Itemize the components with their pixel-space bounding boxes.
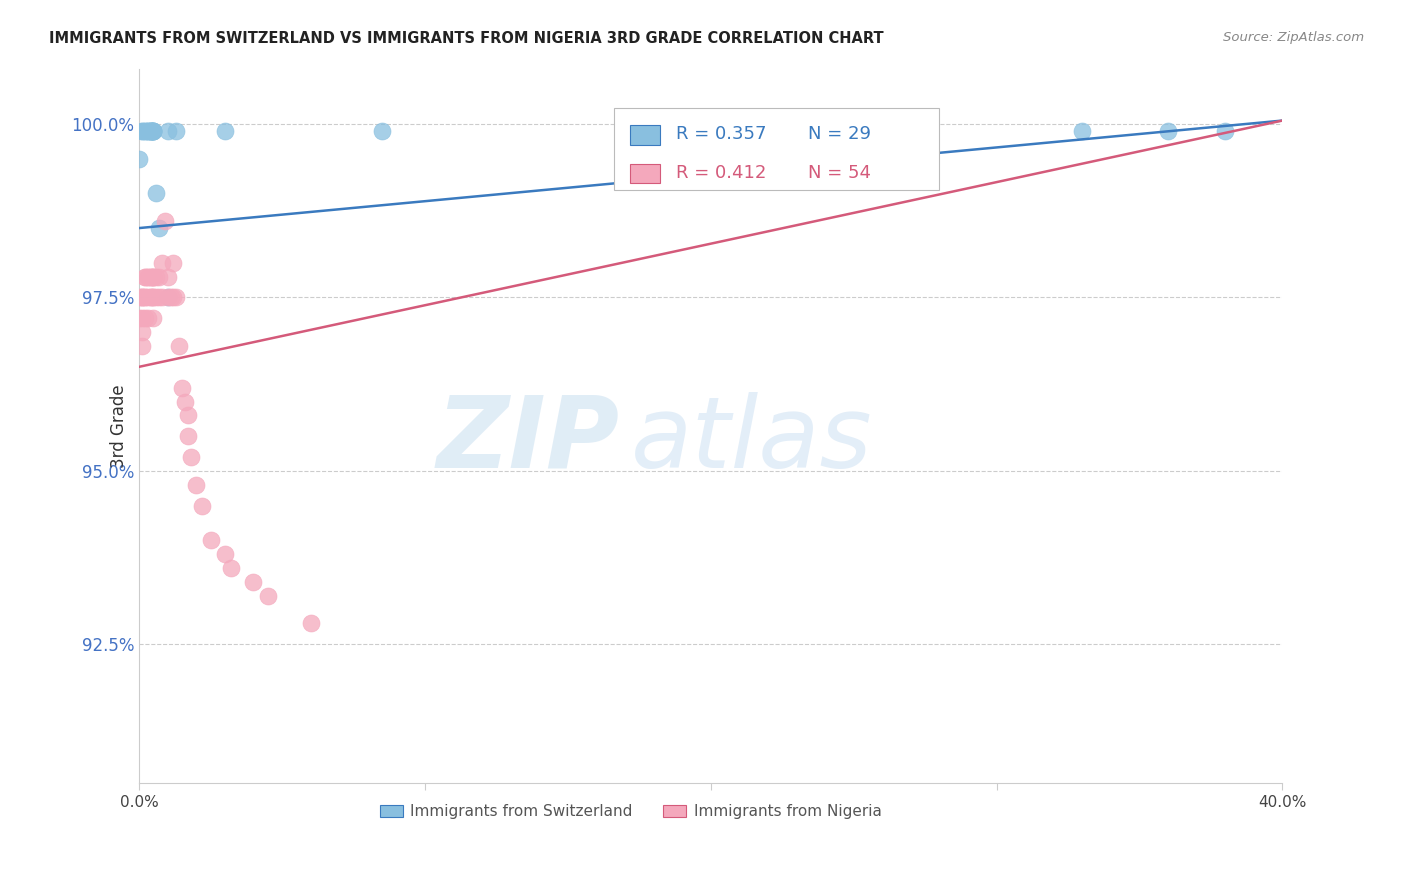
Point [176,409,198,423]
Point [148,269,170,284]
Point [700,124,723,138]
Point [219,561,242,575]
Text: ZIP: ZIP [436,392,619,489]
Point [150,290,173,304]
Text: R = 0.357: R = 0.357 [676,125,768,144]
Point [131,290,153,304]
Point [159,290,181,304]
Point [256,589,278,603]
Point [131,311,153,326]
Point [142,269,165,284]
Point [167,339,190,353]
Point [142,124,165,138]
Point [299,616,322,631]
Point [136,269,159,284]
FancyBboxPatch shape [630,125,661,145]
Point [148,290,170,304]
Point [1213,124,1236,138]
Point [139,269,162,284]
Point [142,269,165,284]
Point [142,124,165,138]
Point [176,429,198,443]
Point [142,311,165,326]
Point [139,124,162,138]
Point [134,290,156,304]
Point [134,290,156,304]
Point [134,124,156,138]
Point [131,339,153,353]
Point [180,450,202,464]
Point [165,124,187,138]
FancyBboxPatch shape [613,108,939,190]
Y-axis label: 3rd Grade: 3rd Grade [110,384,128,467]
Point [139,124,162,138]
Point [191,499,214,513]
Point [139,124,162,138]
Point [131,124,153,138]
Text: N = 29: N = 29 [808,125,870,144]
Point [170,381,193,395]
Point [134,269,156,284]
Point [136,311,159,326]
Point [214,547,236,561]
Point [145,290,167,304]
Point [156,124,179,138]
Point [134,124,156,138]
Point [139,124,162,138]
Point [128,311,150,326]
Point [136,290,159,304]
Point [142,124,165,138]
Point [131,124,153,138]
Point [142,269,165,284]
Point [131,325,153,339]
Point [165,290,187,304]
Point [1157,124,1180,138]
Point [162,290,184,304]
Point [142,290,165,304]
Point [139,269,162,284]
Point [136,124,159,138]
Point [134,269,156,284]
Point [200,533,222,548]
Point [139,290,162,304]
Point [156,290,179,304]
Point [214,124,236,138]
Point [145,186,167,201]
Point [142,290,165,304]
Point [150,256,173,270]
Point [1071,124,1094,138]
Legend: Immigrants from Switzerland, Immigrants from Nigeria: Immigrants from Switzerland, Immigrants … [374,798,887,825]
Point [153,214,176,228]
Point [142,124,165,138]
Point [136,124,159,138]
FancyBboxPatch shape [630,164,661,183]
Point [156,269,179,284]
Point [139,124,162,138]
Text: Source: ZipAtlas.com: Source: ZipAtlas.com [1223,31,1364,45]
Point [131,290,153,304]
Point [242,574,264,589]
Text: IMMIGRANTS FROM SWITZERLAND VS IMMIGRANTS FROM NIGERIA 3RD GRADE CORRELATION CHA: IMMIGRANTS FROM SWITZERLAND VS IMMIGRANT… [49,31,884,46]
Point [139,290,162,304]
Point [142,124,165,138]
Point [186,477,208,491]
Text: atlas: atlas [631,392,872,489]
Point [128,152,150,166]
Point [145,269,167,284]
Text: N = 54: N = 54 [808,164,870,182]
Point [162,256,184,270]
Point [128,290,150,304]
Point [173,394,195,409]
Point [134,311,156,326]
Point [371,124,394,138]
Point [148,221,170,235]
Point [136,269,159,284]
Text: R = 0.412: R = 0.412 [676,164,766,182]
Point [136,124,159,138]
Point [131,290,153,304]
Point [156,290,179,304]
